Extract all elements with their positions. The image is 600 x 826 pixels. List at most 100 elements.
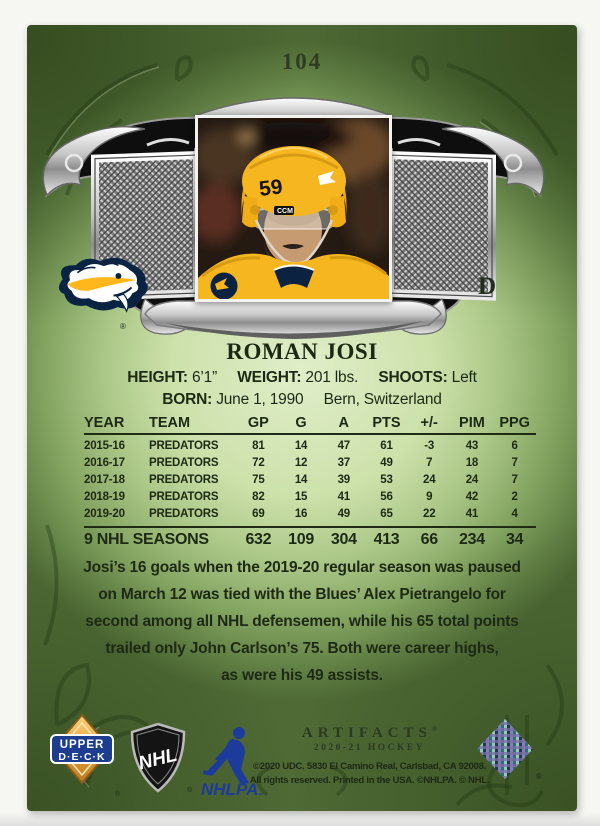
position-letter: D [477, 273, 497, 300]
nhlpa-player-icon [203, 727, 249, 785]
stats-cell: 2 [511, 491, 518, 503]
stats-cell: 14 [294, 440, 308, 452]
stats-cell: 56 [380, 491, 393, 503]
stats-cell: 39 [337, 474, 351, 486]
player-name: ROMAN JOSI [226, 339, 378, 364]
stats-cell: 49 [380, 457, 393, 469]
table-row: 2017-18 PREDATORS 75 14 39 53 24 24 7 [84, 472, 536, 489]
team-logo-registered-mark: ® [120, 322, 126, 331]
nhl-registered-mark: ® [187, 787, 193, 794]
stats-cell: 2017-18 [84, 474, 125, 486]
nhlpa-trademark: ™ [257, 792, 263, 799]
nhl-logo: NHL [130, 722, 186, 793]
photo-backdrop-shadow [0, 812, 600, 826]
upper-deck-logo: UPPER D·E·C·K [50, 713, 114, 785]
stats-header-cell: PTS [372, 415, 401, 431]
stats-cell: 53 [380, 474, 393, 486]
table-row: 2019-20 PREDATORS 69 16 49 65 22 41 4 [84, 506, 536, 523]
player-photo: 59 CCM [195, 115, 392, 302]
stats-header-cell: +/- [420, 415, 438, 431]
card-number: 104 [281, 49, 323, 74]
stats-header-cell: PIM [459, 415, 485, 431]
stats-cell: 12 [294, 457, 308, 469]
stats-cell: 16 [294, 508, 308, 520]
stats-cell: PREDATORS [149, 508, 219, 520]
helmet-number: 59 [258, 175, 284, 201]
stats-header-cell: A [338, 415, 350, 431]
upper-deck-text-2: D·E·C·K [58, 751, 105, 763]
weight-label: WEIGHT: [237, 369, 302, 386]
stats-header-row: YEAR TEAM GP G A PTS +/- PIM PPG [84, 415, 536, 435]
stats-cell: 75 [252, 474, 265, 486]
stats-cell: 2015-16 [84, 440, 125, 452]
stats-cell: 41 [337, 491, 351, 503]
stats-cell: -3 [424, 440, 435, 452]
brand-name: ARTIFACTS® [301, 725, 438, 741]
trading-card-back: 104 [27, 25, 577, 811]
stats-cell: 72 [252, 457, 265, 469]
stats-totals-row: 9 NHL SEASONS 632 109 304 413 66 234 34 [84, 528, 536, 549]
height-label: HEIGHT: [127, 369, 188, 386]
player-photo-illustration: 59 CCM [198, 118, 389, 299]
jersey-collar [274, 265, 314, 288]
stats-cell: 42 [465, 491, 479, 503]
stats-cell: PREDATORS [149, 440, 219, 452]
stats-cell: 2018-19 [84, 491, 125, 503]
bio-line-2: BORN: June 1, 1990 Bern, Switzerland [27, 391, 577, 409]
stats-header-cell: YEAR [84, 415, 125, 431]
shoots-value: Left [451, 369, 477, 386]
stats-header-cell: G [295, 415, 307, 431]
stats-cell: 43 [465, 440, 479, 452]
stats-cell: 65 [380, 508, 393, 520]
stats-cell: 9 [426, 491, 433, 503]
stats-cell: 14 [294, 474, 308, 486]
stats-cell: 81 [252, 440, 265, 452]
bio-line-1: HEIGHT: 6’1” WEIGHT: 201 lbs. SHOOTS: Le… [27, 369, 577, 387]
stats-cell: 7 [511, 457, 518, 469]
stats-total-cell: 234 [459, 531, 485, 548]
hologram-registered-mark: ® [536, 772, 542, 781]
stats-header-cell: TEAM [149, 415, 191, 431]
born-label: BORN: [162, 391, 213, 408]
helmet-team-mark [318, 171, 336, 185]
player-helmet [242, 146, 346, 216]
shoots-label: SHOOTS: [378, 369, 448, 386]
brand-subtitle: 2020-21 HOCKEY [313, 743, 426, 753]
predators-logo [58, 257, 148, 313]
wing-right [293, 116, 545, 335]
stats-cell: 4 [511, 508, 518, 520]
table-row: 2016-17 PREDATORS 72 12 37 49 7 18 7 [84, 455, 536, 472]
stats-table: YEAR TEAM GP G A PTS +/- PIM PPG 2015-16 PREDATOR… [84, 415, 536, 549]
stats-cell: PREDATORS [149, 474, 219, 486]
born-value: June 1, 1990 [216, 391, 304, 408]
stats-total-cell: 109 [288, 531, 314, 548]
brand-block: ARTIFACTS® 2020-21 HOCKEY [267, 725, 472, 753]
table-row: 2018-19 PREDATORS 82 15 41 56 9 42 2 [84, 489, 536, 506]
stats-cell: 7 [511, 474, 518, 486]
copyright-text: ©2020 UDC. 5830 El Camino Real, Carlsbad… [232, 760, 507, 787]
upper-deck-text-1: UPPER [60, 739, 105, 751]
upper-deck-registered-mark: ® [115, 791, 121, 798]
brand-registered-mark: ® [431, 725, 438, 733]
stats-cell: 47 [337, 440, 351, 452]
stats-cell: 37 [337, 457, 351, 469]
stats-total-cell: 632 [245, 531, 272, 548]
stats-cell: 6 [511, 440, 518, 452]
stats-total-cell: 66 [420, 531, 439, 548]
nhlpa-text: NHLPA [201, 780, 258, 799]
stats-total-cell: 9 NHL SEASONS [84, 531, 209, 548]
stats-total-cell: 304 [330, 531, 357, 548]
stats-cell: PREDATORS [149, 457, 219, 469]
silver-wing-frame [42, 97, 545, 339]
stats-header-cell: GP [247, 415, 269, 431]
stats-total-cell: 34 [506, 531, 524, 548]
stats-cell: 61 [380, 440, 393, 452]
career-note: Josi’s 16 goals when the 2019-20 regular… [83, 559, 521, 684]
stats-cell: 2019-20 [84, 508, 125, 520]
stats-cell: 24 [465, 474, 479, 486]
stats-total-cell: 413 [373, 531, 400, 548]
stats-cell: PREDATORS [149, 491, 219, 503]
weight-value: 201 lbs. [305, 369, 359, 386]
stats-cell: 18 [465, 457, 479, 469]
height-value: 6’1” [191, 369, 218, 386]
